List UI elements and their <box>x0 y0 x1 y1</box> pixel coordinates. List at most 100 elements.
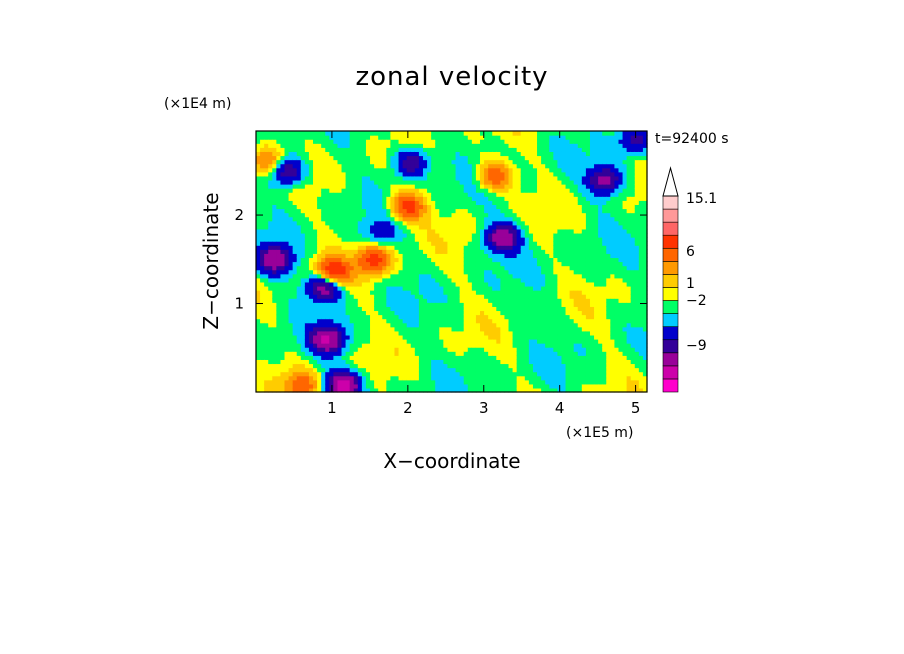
field-cell <box>496 375 501 381</box>
field-cell <box>516 351 522 356</box>
field-cell <box>459 135 465 140</box>
field-cell <box>463 228 469 234</box>
field-cell <box>541 298 546 303</box>
field-cell <box>471 224 477 230</box>
field-cell <box>304 184 310 189</box>
field-cell <box>504 322 510 328</box>
field-cell <box>467 290 473 295</box>
field-cell <box>296 171 302 177</box>
field-cell <box>272 347 277 352</box>
field-cell <box>414 135 420 140</box>
field-cell <box>512 273 518 279</box>
field-cell <box>410 290 416 295</box>
field-cell <box>488 322 493 328</box>
field-cell <box>300 220 306 226</box>
field-cell <box>325 184 330 189</box>
field-cell <box>353 298 359 303</box>
field-cell <box>467 310 473 316</box>
field-cell <box>496 171 501 177</box>
field-cell <box>382 228 387 234</box>
field-cell <box>508 220 514 226</box>
field-cell <box>268 253 273 259</box>
field-cell <box>329 159 334 165</box>
field-cell <box>317 273 322 279</box>
field-cell <box>394 179 400 185</box>
field-cell <box>317 147 322 152</box>
field-cell <box>467 143 473 148</box>
field-cell <box>296 359 302 365</box>
field-cell <box>427 167 432 173</box>
field-cell <box>541 188 546 193</box>
field-cell <box>528 139 534 144</box>
field-cell <box>337 343 343 348</box>
field-cell <box>264 375 269 381</box>
field-cell <box>341 200 347 206</box>
field-cell <box>443 224 449 230</box>
field-cell <box>451 179 457 185</box>
field-cell <box>386 281 391 287</box>
field-cell <box>447 151 453 157</box>
field-cell <box>459 330 465 336</box>
field-cell <box>292 151 298 157</box>
field-cell <box>569 212 575 218</box>
field-cell <box>280 196 286 201</box>
field-cell <box>488 355 493 360</box>
field-cell <box>414 379 420 385</box>
field-cell <box>325 245 330 250</box>
field-cell <box>492 387 497 393</box>
field-cell <box>321 334 326 340</box>
field-cell <box>341 196 347 201</box>
field-cell <box>374 204 379 210</box>
field-cell <box>365 302 371 307</box>
field-cell <box>561 167 567 173</box>
field-cell <box>284 306 290 312</box>
field-cell <box>386 314 391 320</box>
field-cell <box>447 228 453 234</box>
field-cell <box>394 241 400 246</box>
field-cell <box>439 220 444 226</box>
field-cell <box>374 290 379 295</box>
field-cell <box>313 359 318 365</box>
field-cell <box>439 245 444 250</box>
field-cell <box>431 306 436 312</box>
field-cell <box>492 253 497 259</box>
field-cell <box>353 253 359 259</box>
field-cell <box>272 237 277 242</box>
field-cell <box>280 261 286 267</box>
field-cell <box>537 212 542 218</box>
field-cell <box>325 302 330 307</box>
field-cell <box>545 265 550 271</box>
field-cell <box>280 245 286 250</box>
field-cell <box>260 330 265 336</box>
field-cell <box>545 281 550 287</box>
field-cell <box>553 151 558 157</box>
field-cell <box>300 192 306 197</box>
field-cell <box>268 294 273 299</box>
field-cell <box>447 371 453 377</box>
field-cell <box>313 139 318 144</box>
field-cell <box>357 265 363 271</box>
field-cell <box>496 204 501 210</box>
field-cell <box>365 359 371 365</box>
field-cell <box>288 359 294 365</box>
field-cell <box>435 387 440 393</box>
field-cell <box>370 359 375 365</box>
field-cell <box>508 269 514 275</box>
field-cell <box>537 379 542 385</box>
field-cell <box>349 322 355 328</box>
field-cell <box>398 326 404 332</box>
field-cell <box>410 159 416 165</box>
field-cell <box>296 265 302 271</box>
field-cell <box>374 273 379 279</box>
field-cell <box>284 269 290 275</box>
field-cell <box>300 285 306 291</box>
field-cell <box>280 253 286 259</box>
field-cell <box>475 363 481 369</box>
field-cell <box>313 228 318 234</box>
field-cell <box>528 192 534 197</box>
field-cell <box>321 245 326 250</box>
field-cell <box>553 347 558 352</box>
field-cell <box>280 338 286 344</box>
field-cell <box>492 249 497 254</box>
field-cell <box>484 322 489 328</box>
